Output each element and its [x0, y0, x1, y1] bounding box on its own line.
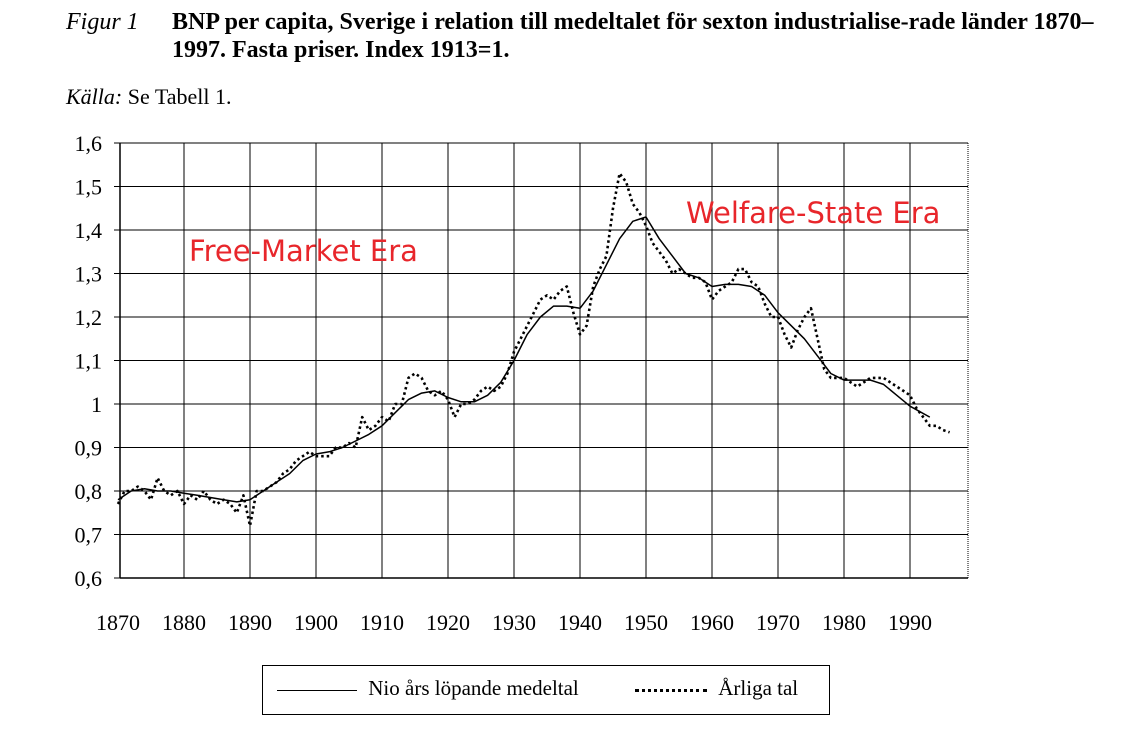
- x-tick-label: 1970: [756, 610, 800, 635]
- source-text: Se Tabell 1.: [127, 84, 232, 109]
- y-tick-label: 1,4: [75, 218, 103, 243]
- x-tick-label: 1890: [228, 610, 272, 635]
- y-tick-label: 0,7: [75, 523, 103, 548]
- legend-solid-label: Nio års löpande medeltal: [368, 676, 579, 700]
- series-group: [116, 172, 951, 528]
- source-label: Källa:: [66, 84, 123, 109]
- x-tick-label: 1940: [558, 610, 602, 635]
- y-tick-label: 0,8: [75, 479, 103, 504]
- y-tick-label: 1,5: [75, 175, 103, 200]
- y-tick-label: 1: [91, 392, 102, 417]
- x-tick-label: 1920: [426, 610, 470, 635]
- x-tick-label: 1930: [492, 610, 536, 635]
- series-moving-average-line: [117, 216, 931, 503]
- legend-item-annual: Årliga tal: [635, 676, 798, 701]
- annotations: Free-Market Era Welfare-State Era: [189, 196, 940, 268]
- y-tick-label: 1,3: [75, 262, 103, 287]
- y-tick-label: 1,1: [75, 349, 103, 374]
- annotation-free-market: Free-Market Era: [189, 234, 418, 268]
- x-tick-label: 1870: [96, 610, 140, 635]
- source-line: Källa: Se Tabell 1.: [66, 84, 232, 110]
- x-tick-label: 1900: [294, 610, 338, 635]
- x-tick-label: 1880: [162, 610, 206, 635]
- annotation-welfare-state: Welfare-State Era: [686, 196, 940, 230]
- figure-title: BNP per capita, Sverige i relation till …: [172, 9, 1094, 63]
- y-tick-label: 0,9: [75, 436, 103, 461]
- x-tick-label: 1990: [888, 610, 932, 635]
- y-tick-label: 0,6: [75, 566, 103, 591]
- y-tick-label: 1,2: [75, 305, 103, 330]
- axes: 0,6 0,7 0,8 0,9 1 1,1 1,2 1,3 1,4 1,5 1,6 1870 1880 1…: [75, 131, 969, 635]
- x-tick-label: 1980: [822, 610, 866, 635]
- legend-dotted-label: Årliga tal: [718, 676, 799, 700]
- x-tick-label: 1910: [360, 610, 404, 635]
- legend-dotted-swatch: [635, 688, 707, 692]
- legend: Nio års löpande medeltal Årliga tal: [262, 665, 830, 715]
- legend-item-moving-average: Nio års löpande medeltal: [277, 676, 579, 701]
- y-tick-label: 1,6: [75, 131, 103, 156]
- x-tick-label: 1960: [690, 610, 734, 635]
- figure-label: Figur 1: [66, 9, 139, 35]
- series-annual-line: [116, 172, 951, 528]
- legend-solid-swatch: [277, 689, 357, 691]
- x-tick-label: 1950: [624, 610, 668, 635]
